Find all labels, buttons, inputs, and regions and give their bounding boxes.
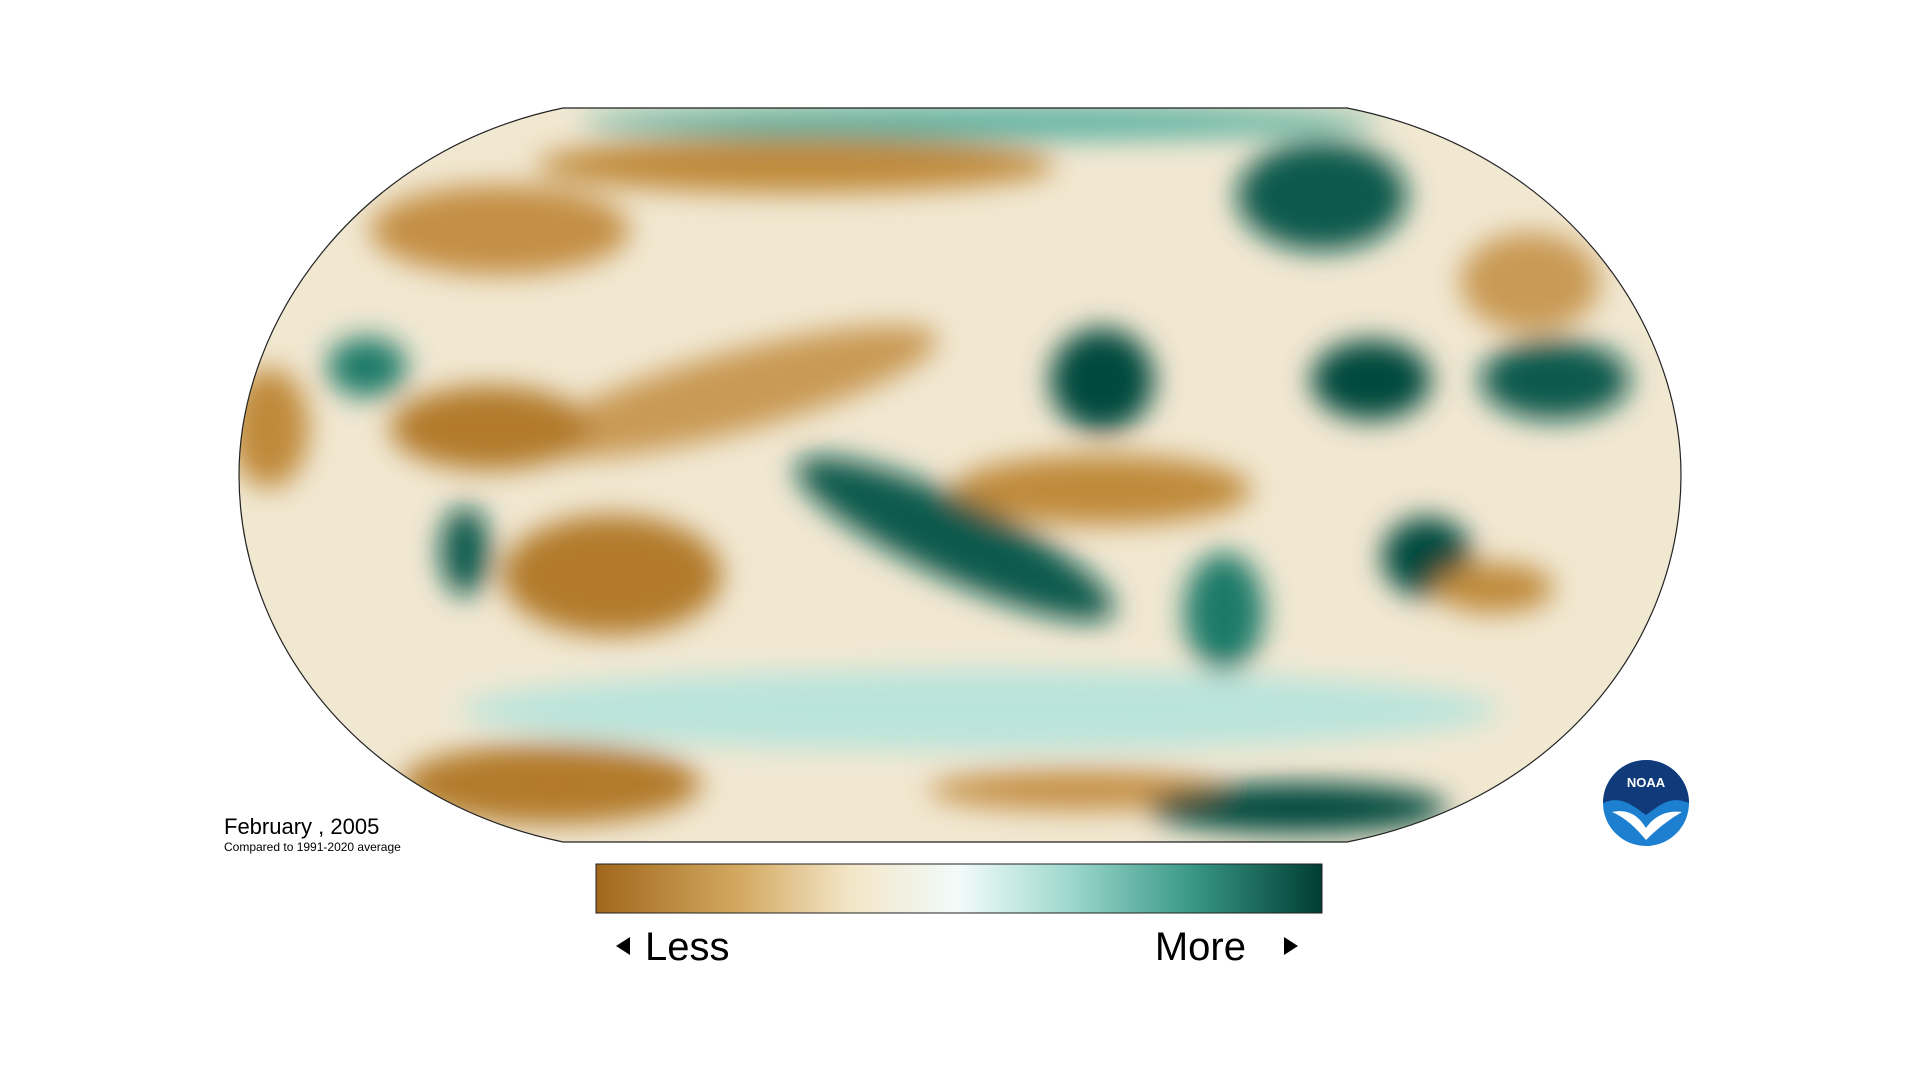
map-outline: [238, 107, 1682, 843]
colorbar: [595, 863, 1323, 914]
map-field: [239, 108, 1681, 842]
map-title: February , 2005: [224, 814, 379, 839]
noaa-logo: NOAA: [1603, 760, 1689, 846]
legend-less: Less: [645, 925, 730, 969]
more-arrow: [1284, 937, 1298, 955]
legend-more: More: [1155, 925, 1246, 969]
less-arrow: [616, 937, 630, 955]
logo-text: NOAA: [1627, 775, 1666, 790]
map-subtitle: Compared to 1991-2020 average: [224, 840, 401, 854]
